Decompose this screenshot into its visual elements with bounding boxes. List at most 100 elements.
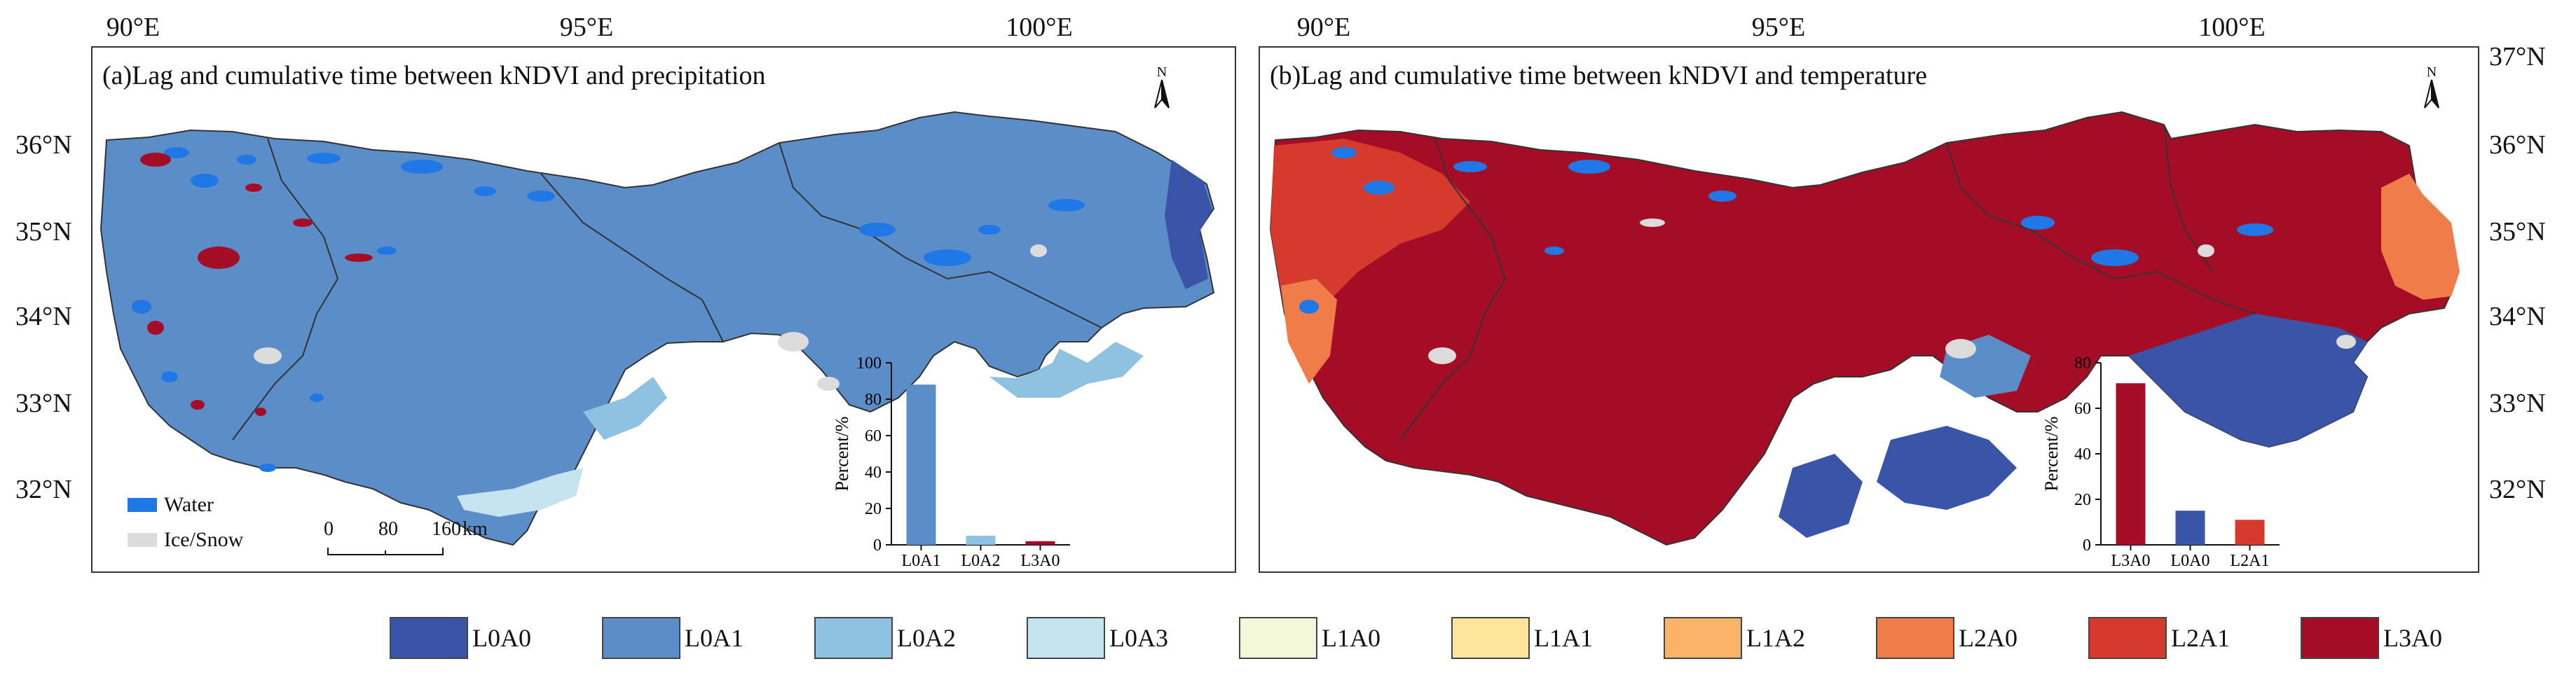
- legend-item-l2a0: L2A0: [1876, 616, 2017, 660]
- lat-label-33: 33°N: [15, 389, 72, 418]
- scale-label-160: 160: [432, 518, 461, 540]
- legend-label-l0a0: L0A0: [472, 624, 531, 652]
- map-a: [100, 111, 1215, 546]
- north-label-a: N: [1156, 64, 1167, 80]
- lat-label-32: 32°N: [15, 475, 72, 504]
- north-label-b: N: [2426, 64, 2437, 80]
- lat-label-r-36: 36°N: [2489, 130, 2546, 160]
- chart-a-xlabel-l0a1: L0A1: [902, 552, 941, 566]
- lon-label-95-b: 95°E: [1751, 13, 1806, 42]
- province-boundary-b2: [1399, 138, 1507, 440]
- chart-a-ytick-label: 20: [865, 500, 882, 518]
- legend-swatch-l2a0: [1876, 617, 1954, 659]
- scale-unit: km: [463, 518, 488, 540]
- legend-label-l1a2: L1A2: [1746, 624, 1805, 652]
- legend-swatch-l0a1: [602, 617, 680, 659]
- lat-label-r-32: 32°N: [2489, 475, 2546, 504]
- lat-label-r-34: 34°N: [2489, 302, 2546, 331]
- l2a0-patch-east-b: [2381, 174, 2460, 300]
- legend-label-l1a1: L1A1: [1534, 624, 1593, 652]
- chart-a-ytick-label: 0: [873, 536, 882, 555]
- legend-item-l0a1: L0A1: [602, 616, 744, 660]
- bar-chart-b: 0 20 40 60 80 Percent/% L3A0 L0A0 L2A1: [2041, 354, 2280, 566]
- lat-label-35: 35°N: [15, 217, 72, 247]
- plateau-region-a: [100, 111, 1215, 546]
- legend-item-l1a1: L1A1: [1451, 616, 1593, 660]
- legend-label-l0a3: L0A3: [1109, 624, 1168, 652]
- chart-a-ylabel: Percent/%: [832, 417, 852, 492]
- legend-item-l0a0: L0A0: [390, 616, 531, 660]
- chart-b-xlabel-l2a1: L2A1: [2231, 552, 2270, 566]
- chart-b-xlabel-l0a0: L0A0: [2171, 552, 2210, 566]
- lon-label-100-b: 100°E: [2198, 13, 2266, 42]
- province-boundary-a3: [540, 173, 724, 342]
- lat-label-r-35: 35°N: [2489, 217, 2546, 247]
- map-b: [1269, 111, 2460, 546]
- water-patches-b: [1299, 147, 2273, 314]
- chart-a-ytick-label: 80: [865, 391, 882, 409]
- chart-b-ytick-label: 40: [2074, 445, 2091, 464]
- chart-a-bar-l0a2: [966, 536, 996, 545]
- lat-label-36: 36°N: [15, 130, 72, 160]
- chart-a-ytick-label: 100: [856, 354, 882, 373]
- l0a2-patch-south-a: [989, 342, 1144, 398]
- legend-label-l1a0: L1A0: [1322, 624, 1381, 652]
- legend-item-l1a0: L1A0: [1239, 616, 1381, 660]
- province-boundary-a: [779, 142, 1102, 328]
- panel-b-title: (b)Lag and cumulative time between kNDVI…: [1270, 61, 1928, 90]
- l3a0-patches-a: [140, 153, 373, 416]
- legend-swatch-l1a1: [1451, 617, 1530, 659]
- l0a2-patch-center-a: [583, 377, 667, 440]
- ice-patches-a: [254, 244, 1047, 391]
- chart-b-bar-l2a1: [2235, 520, 2265, 545]
- chart-a-xlabel-l0a2: L0A2: [961, 552, 1001, 566]
- water-key-label: Water: [164, 493, 214, 516]
- water-patches-a: [132, 147, 1085, 472]
- ice-swatch: [128, 533, 157, 547]
- legend-swatch-l2a1: [2088, 617, 2167, 659]
- chart-a-xlabel-l3a0: L3A0: [1021, 552, 1060, 566]
- scale-label-0: 0: [324, 518, 334, 540]
- lat-label-r-33: 33°N: [2489, 389, 2546, 418]
- panel-a-title: (a)Lag and cumulative time between kNDVI…: [102, 61, 766, 90]
- lon-label-90-b: 90°E: [1296, 13, 1351, 42]
- chart-b-ytick-label: 0: [2083, 536, 2091, 555]
- l0a3-patch-south-a: [457, 468, 583, 517]
- l2a0-patch-west-b: [1281, 279, 1337, 384]
- chart-b-xlabel-l3a0: L3A0: [2111, 552, 2151, 566]
- panel-b-temperature: (b)Lag and cumulative time between kNDVI…: [1259, 46, 2479, 573]
- chart-b-bar-l0a0: [2175, 511, 2205, 545]
- province-boundary-a2: [232, 138, 339, 440]
- water-swatch: [128, 498, 157, 512]
- chart-a-bar-l3a0: [1025, 541, 1055, 545]
- north-arrow-a: N: [1148, 64, 1176, 113]
- legend-swatch-l0a2: [814, 617, 893, 659]
- bar-chart-a: 0 20 40 60 80 100 Percent/% L0A1 L0A2 L3A0: [832, 354, 1070, 566]
- scale-bar: [327, 548, 444, 555]
- north-arrow-icon: [1154, 79, 1170, 109]
- legend-swatch-l0a0: [390, 617, 468, 659]
- ice-key-label: Ice/Snow: [164, 528, 244, 551]
- legend-item-l1a2: L1A2: [1664, 616, 1805, 660]
- legend-item-l0a2: L0A2: [814, 616, 956, 660]
- legend-swatch-l1a2: [1664, 617, 1742, 659]
- chart-a-ytick-label: 40: [865, 464, 882, 482]
- legend-label-l0a2: L0A2: [897, 624, 956, 652]
- chart-b-ytick-label: 60: [2074, 400, 2091, 418]
- ice-patches-b: [1428, 218, 2356, 364]
- lat-label-34: 34°N: [15, 302, 72, 331]
- lon-label-90-a: 90°E: [106, 13, 160, 42]
- panel-a-precipitation: (a)Lag and cumulative time between kNDVI…: [91, 46, 1236, 573]
- legend-item-l0a3: L0A3: [1027, 616, 1168, 660]
- legend-item-l2a1: L2A1: [2088, 616, 2230, 660]
- lon-label-100-a: 100°E: [1006, 13, 1073, 42]
- chart-b-ylabel: Percent/%: [2041, 417, 2062, 492]
- legend-swatch-l0a3: [1027, 617, 1105, 659]
- chart-b-ytick-label: 20: [2074, 491, 2091, 509]
- l0a0-patch-south2-b: [1779, 454, 1863, 538]
- legend-label-l3a0: L3A0: [2383, 624, 2442, 652]
- l0a0-patch-southeast-b: [2129, 314, 2367, 447]
- chart-b-bar-l3a0: [2116, 383, 2146, 545]
- water-key: Water: [128, 493, 214, 517]
- legend-label-l2a1: L2A1: [2171, 624, 2230, 652]
